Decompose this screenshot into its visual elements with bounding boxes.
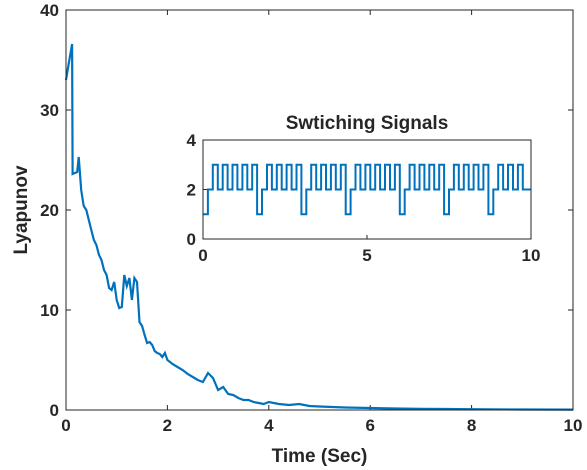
main-x-tick-label: 10 (564, 416, 583, 435)
main-x-tick-label: 6 (365, 416, 374, 435)
main-y-tick-label: 0 (50, 401, 59, 420)
main-axes-box (65, 9, 574, 411)
inset-axes-box (202, 139, 532, 240)
inset-chart: Swtiching Signals 0 5 10 0 2 4 (187, 113, 541, 265)
main-y-tick-label: 10 (40, 301, 59, 320)
main-y-axis-title: Lyapunov (11, 165, 32, 254)
inset-ticks: 0 5 10 0 2 4 (187, 131, 541, 265)
main-x-tick-label: 4 (264, 416, 274, 435)
inset-title: Swtiching Signals (286, 113, 449, 134)
main-y-tick-label: 30 (40, 101, 59, 120)
main-x-tick-label: 8 (467, 416, 476, 435)
inset-y-tick-label: 2 (187, 181, 196, 200)
main-series-line (64, 43, 574, 411)
inset-x-tick-label: 0 (198, 246, 207, 265)
main-x-tick-label: 2 (163, 416, 172, 435)
inset-y-tick-label: 4 (187, 131, 197, 150)
inset-series-line (203, 163, 531, 216)
inset-y-tick-label: 0 (187, 230, 196, 249)
inset-x-tick-label: 10 (522, 246, 541, 265)
main-y-tick-label: 20 (40, 201, 59, 220)
main-y-tick-label: 40 (40, 1, 59, 20)
main-x-axis-title: Time (Sec) (272, 446, 368, 467)
main-x-tick-label: 0 (61, 416, 70, 435)
inset-x-tick-label: 5 (362, 246, 371, 265)
